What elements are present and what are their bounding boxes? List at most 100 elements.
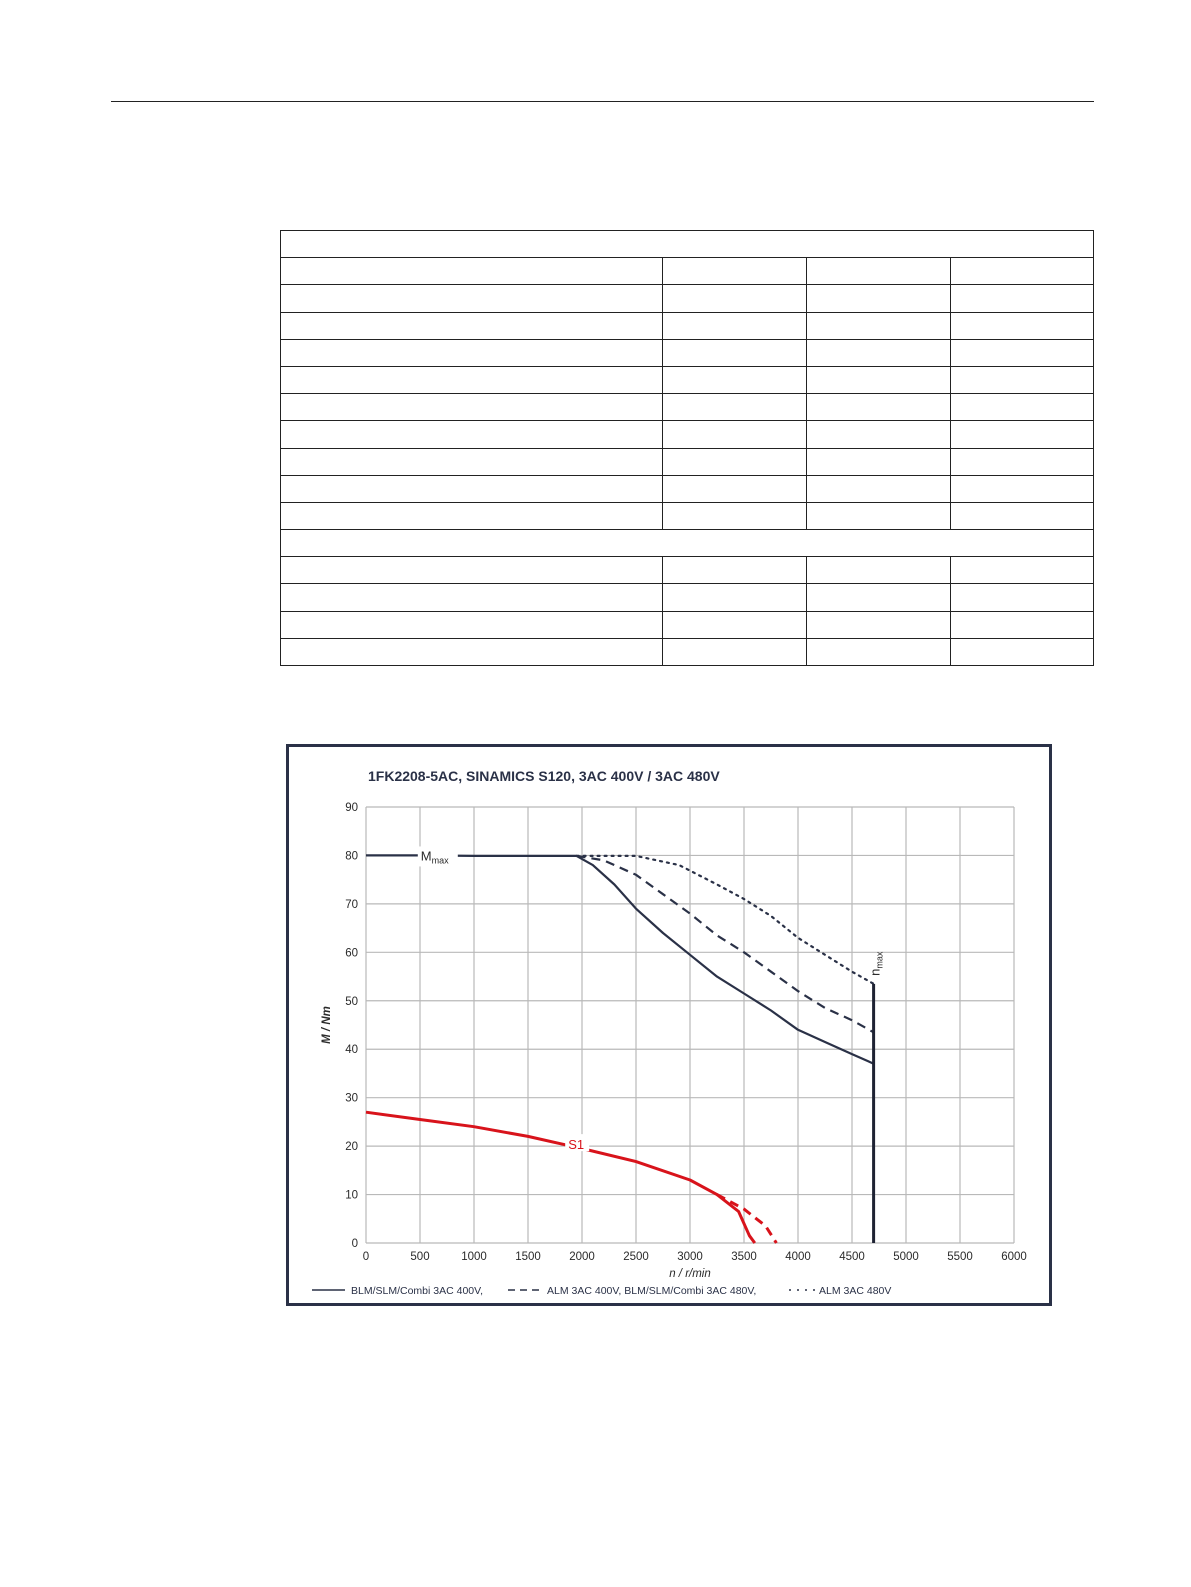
table-cell	[806, 311, 951, 340]
table-cell	[950, 610, 1094, 639]
table-cell	[950, 311, 1094, 340]
y-tick-label: 20	[345, 1141, 358, 1153]
series-line-dotted	[575, 854, 875, 985]
legend-label: BLM/SLM/Combi 3AC 400V,	[351, 1285, 483, 1297]
y-tick-label: 40	[345, 1044, 358, 1056]
table-cell	[950, 556, 1094, 585]
table-cell	[950, 447, 1094, 476]
m-max-label-subscript: max	[432, 855, 450, 865]
table-cell	[950, 365, 1094, 395]
m-max-label: Mmax	[421, 848, 449, 865]
y-tick-label: 10	[345, 1190, 358, 1202]
x-tick-label: 4000	[785, 1251, 811, 1263]
table-cell	[280, 474, 663, 503]
n-max-label-main: n	[868, 969, 883, 976]
table-cell	[662, 610, 807, 639]
table-cell	[662, 284, 807, 313]
table-cell	[806, 365, 951, 395]
y-tick-label: 0	[352, 1238, 358, 1250]
x-tick-label: 1500	[515, 1251, 541, 1263]
table-cell	[280, 420, 663, 449]
y-tick-label: 90	[345, 802, 358, 814]
chart-series	[365, 854, 876, 1244]
table-cell	[806, 393, 951, 422]
table-cell	[950, 393, 1094, 422]
table-cell	[280, 365, 663, 395]
table-cell	[662, 365, 807, 395]
y-tick-label: 30	[345, 1093, 358, 1105]
table-cell	[280, 257, 663, 286]
table-cell	[280, 583, 663, 612]
table-cell	[662, 474, 807, 503]
n-max-label: nmax	[868, 951, 885, 976]
table-row	[280, 420, 1094, 449]
chart-grid	[365, 806, 1015, 1244]
x-tick-label: 2500	[623, 1251, 649, 1263]
m-max-label-background	[417, 846, 458, 867]
n-max-label-subscript: max	[875, 951, 885, 969]
table-row	[280, 474, 1094, 503]
table-cell	[950, 474, 1094, 503]
table-cell	[280, 284, 663, 313]
table-row	[280, 311, 1094, 340]
table-cell	[806, 501, 951, 531]
table-cell	[950, 338, 1094, 367]
table-cell	[806, 610, 951, 639]
table-row	[280, 338, 1094, 367]
table-cell	[950, 637, 1094, 667]
x-tick-label: 3500	[731, 1251, 757, 1263]
table-cell	[806, 474, 951, 503]
legend-label: ALM 3AC 400V, BLM/SLM/Combi 3AC 480V,	[547, 1285, 756, 1297]
table-cell	[806, 637, 951, 667]
x-tick-label: 6000	[1001, 1251, 1027, 1263]
chart-title: 1FK2208-5AC, SINAMICS S120, 3AC 400V / 3…	[368, 768, 720, 784]
x-tick-label: 1000	[461, 1251, 487, 1263]
table-cell	[662, 556, 807, 585]
x-tick-label: 3000	[677, 1251, 703, 1263]
x-tick-label: 5500	[947, 1251, 973, 1263]
page-top-rule	[111, 101, 1094, 102]
table-cell	[662, 311, 807, 340]
table-row	[280, 447, 1094, 476]
series-line-dashed	[576, 854, 875, 1034]
table-row	[280, 257, 1094, 286]
table-cell	[806, 583, 951, 612]
table-row	[280, 284, 1094, 313]
chart-axes: 0 500 1000 1500 2000 2500 3000 3500 4000 4500 5000…	[321, 802, 1027, 1280]
table-cell	[662, 393, 807, 422]
table-cell	[280, 610, 663, 639]
torque-speed-chart: 1FK2208-5AC, SINAMICS S120, 3AC 400V / 3…	[286, 744, 1052, 1306]
table-cell	[280, 501, 663, 531]
s1-label: S1	[568, 1137, 584, 1152]
table-cell	[280, 556, 663, 585]
table-row	[280, 365, 1094, 395]
y-tick-label: 80	[345, 850, 358, 862]
x-tick-label: 0	[363, 1251, 369, 1263]
table-row	[280, 637, 1094, 667]
table-cell	[806, 420, 951, 449]
s1-label-background	[565, 1134, 590, 1152]
chart-legend: BLM/SLM/Combi 3AC 400V, ALM 3AC 400V, BLM…	[312, 1285, 891, 1297]
table-cell	[950, 501, 1094, 531]
series-line-solid-s1	[365, 1110, 757, 1244]
y-axis-label: M / Nm	[321, 1006, 333, 1044]
table-row	[280, 583, 1094, 612]
table-row	[280, 556, 1094, 585]
x-tick-label: 5000	[893, 1251, 919, 1263]
table-row	[280, 501, 1094, 531]
y-tick-label: 70	[345, 899, 358, 911]
m-max-label-main: M	[421, 848, 432, 863]
series-line-dashed-s1	[716, 1193, 778, 1244]
table-row	[280, 393, 1094, 422]
table-cell	[280, 447, 663, 476]
x-tick-label: 2000	[569, 1251, 595, 1263]
y-tick-label: 50	[345, 996, 358, 1008]
table-cell	[806, 556, 951, 585]
table-cell	[662, 637, 807, 667]
table-section-row	[280, 229, 1094, 259]
legend-label: ALM 3AC 480V	[819, 1285, 891, 1297]
table-cell	[280, 529, 1094, 558]
x-tick-label: 4500	[839, 1251, 865, 1263]
table-cell	[280, 338, 663, 367]
table-cell	[806, 338, 951, 367]
